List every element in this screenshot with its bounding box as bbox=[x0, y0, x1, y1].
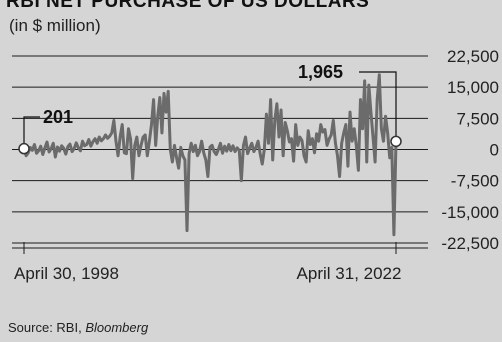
series-line bbox=[22, 73, 398, 237]
x-tick-label: April 31, 2022 bbox=[297, 264, 402, 283]
x-tick-label: April 30, 1998 bbox=[14, 264, 119, 283]
chart-subtitle: (in $ million) bbox=[9, 16, 101, 35]
annotation-label: 201 bbox=[43, 107, 73, 127]
first-point-marker bbox=[18, 142, 30, 155]
y-tick-label: 15,000 bbox=[447, 78, 499, 97]
annotation-label: 1,965 bbox=[298, 62, 343, 82]
chart-title: RBI NET PURCHASE OF US DOLLARS bbox=[6, 0, 370, 12]
chart-source: Source: RBI, Bloomberg bbox=[8, 320, 149, 335]
last-point-marker bbox=[390, 135, 402, 148]
y-tick-label: 22,500 bbox=[447, 47, 499, 66]
y-tick-label: 7,500 bbox=[456, 109, 499, 128]
y-tick-label: 0 bbox=[490, 141, 499, 160]
y-tick-label: -7,500 bbox=[451, 172, 499, 191]
annotation-leader bbox=[23, 116, 40, 149]
y-tick-label: -15,000 bbox=[441, 203, 499, 222]
annotation-leader bbox=[359, 71, 397, 142]
y-tick-label: -22,500 bbox=[441, 234, 499, 253]
